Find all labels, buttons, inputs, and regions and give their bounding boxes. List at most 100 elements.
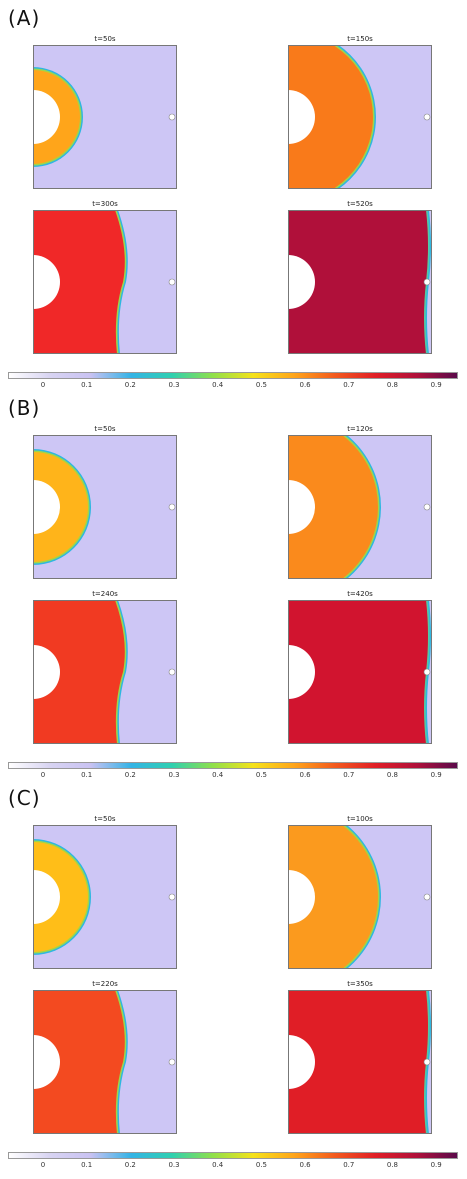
panel-border [33, 210, 177, 354]
reacted-region [288, 435, 378, 579]
panel-title: t=300s [92, 200, 118, 208]
panel-title: t=520s [347, 200, 373, 208]
panel-title: t=50s [94, 815, 116, 823]
panel-title: t=50s [94, 35, 116, 43]
reacted-region [33, 452, 88, 562]
reacted-region [288, 210, 428, 354]
panel-title: t=240s [92, 590, 118, 598]
inlet-hole [33, 645, 60, 699]
colorbar-tick-label: 0.4 [212, 1161, 224, 1169]
colorbar-tick-label: 0.8 [386, 1161, 399, 1169]
simulation-panel: t=150s [288, 35, 432, 189]
panel-border [288, 600, 432, 744]
simulation-panel: t=50s [33, 815, 177, 969]
panel-border [288, 435, 432, 579]
probe-point [423, 278, 431, 286]
panel-title: t=220s [92, 980, 118, 988]
reacted-region [33, 842, 88, 952]
probe-point [168, 1058, 176, 1066]
colorbar-tick-label: 0.7 [343, 771, 355, 779]
colorbar-tick-label: 0.4 [212, 381, 224, 389]
colorbar-tick-label: 0.4 [212, 771, 224, 779]
panel-title: t=350s [347, 980, 373, 988]
panel-title: t=50s [94, 425, 116, 433]
concentration-field [33, 600, 177, 744]
colorbar-tick-label: 0.9 [430, 771, 442, 779]
panel-title: t=100s [347, 815, 373, 823]
panel-border [33, 45, 177, 189]
colorbar-tick-label: 0.8 [386, 381, 399, 389]
panel-title: t=150s [347, 35, 373, 43]
simulation-panel: t=50s [33, 35, 177, 189]
inlet-hole [288, 1035, 315, 1089]
probe-point [168, 278, 176, 286]
colorbar-tick-label: 0.3 [168, 1161, 180, 1169]
inlet-hole [288, 255, 315, 309]
inlet-hole [33, 1035, 60, 1089]
inlet-hole [33, 255, 60, 309]
inlet-hole [288, 645, 315, 699]
colorbar-tick-label: 0.3 [168, 771, 180, 779]
colorbar-tick-label: 0.2 [124, 381, 136, 389]
colorbar-tick-label: 0.6 [299, 381, 311, 389]
reacted-region [33, 210, 125, 354]
colorbar-tick-label: 0.9 [430, 1161, 442, 1169]
colorbar-tick-label: 0.1 [81, 771, 93, 779]
colorbar-tick-label: 0.6 [299, 771, 311, 779]
concentration-field [288, 435, 432, 579]
reacted-region [288, 600, 428, 744]
colorbar-tick-label: 0 [40, 381, 46, 389]
concentration-field [288, 210, 432, 354]
inlet-hole [33, 90, 60, 144]
colorbar [8, 372, 458, 379]
probe-point [168, 893, 176, 901]
probe-point [168, 503, 176, 511]
colorbar [8, 1152, 458, 1159]
simulation-panel: t=120s [288, 425, 432, 579]
concentration-field [288, 990, 432, 1134]
panel-border [33, 435, 177, 579]
colorbar-tick-label: 0.9 [430, 381, 442, 389]
reacted-region [288, 825, 378, 969]
simulation-panel: t=300s [33, 200, 177, 354]
colorbar-tick-label: 0.5 [255, 1161, 267, 1169]
panel-border [288, 210, 432, 354]
colorbar-tick-label: 0.1 [81, 381, 93, 389]
probe-point [423, 668, 431, 676]
colorbar [8, 762, 458, 769]
colorbar-tick-label: 0.2 [124, 771, 136, 779]
inlet-hole [288, 870, 315, 924]
inlet-hole [33, 870, 60, 924]
simulation-panel: t=350s [288, 980, 432, 1134]
probe-point [168, 668, 176, 676]
concentration-field [288, 45, 432, 189]
colorbar-tick-label: 0.6 [299, 1161, 311, 1169]
concentration-field [33, 45, 177, 189]
colorbar-tick-label: 0 [40, 771, 46, 779]
panel-border [288, 990, 432, 1134]
panel-border [288, 825, 432, 969]
panel-border [33, 825, 177, 969]
simulation-panel: t=240s [33, 590, 177, 744]
simulation-panel: t=50s [33, 425, 177, 579]
probe-point [423, 1058, 431, 1066]
simulation-panel: t=220s [33, 980, 177, 1134]
panel-border [288, 45, 432, 189]
simulation-panel: t=100s [288, 815, 432, 969]
probe-point [423, 893, 431, 901]
colorbar-tick-label: 0.5 [255, 771, 267, 779]
probe-point [423, 113, 431, 121]
colorbar-tick-label: 0.3 [168, 381, 180, 389]
concentration-field [33, 825, 177, 969]
simulation-panel: t=420s [288, 590, 432, 744]
colorbar-tick-label: 0.2 [124, 1161, 136, 1169]
panel-border [33, 990, 177, 1134]
colorbar-tick-label: 0 [40, 1161, 46, 1169]
concentration-field [288, 825, 432, 969]
concentration-field [33, 210, 177, 354]
concentration-field [33, 990, 177, 1134]
colorbar-tick-label: 0.1 [81, 1161, 93, 1169]
probe-point [168, 113, 176, 121]
inlet-hole [288, 90, 315, 144]
reacted-region [288, 990, 428, 1134]
